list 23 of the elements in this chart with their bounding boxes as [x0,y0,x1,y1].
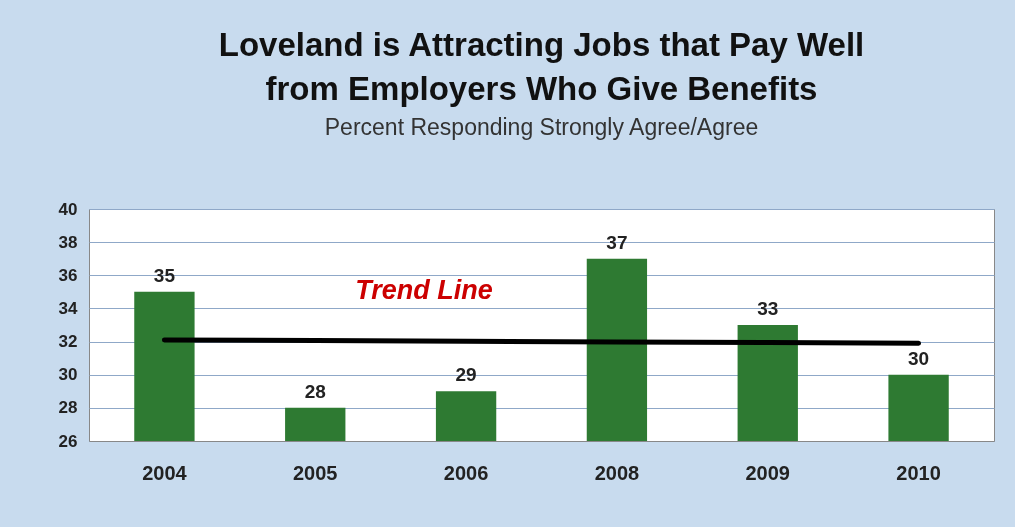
y-tick-label: 32 [58,332,78,352]
data-label: 33 [757,298,779,319]
y-tick-label: 34 [58,298,79,318]
data-label: 37 [606,231,628,253]
x-tick-label: 2005 [293,461,338,484]
x-tick-label: 2006 [443,461,489,484]
chart-subtitle: Percent Responding Strongly Agree/Agree [324,114,759,140]
data-label: 35 [153,264,176,286]
y-tick-label: 36 [58,265,78,285]
x-tick-label: 2010 [896,461,941,484]
y-tick-label: 28 [58,398,78,418]
y-tick-label: 40 [58,199,78,219]
x-tick-label: 2009 [745,461,790,484]
x-tick-label: 2004 [142,461,188,484]
annotation: Trend Line [355,275,493,305]
data-label: 29 [455,364,477,386]
data-label: 30 [908,347,930,369]
y-tick-label: 26 [58,431,78,451]
y-tick-label: 30 [58,365,78,385]
y-tick-label: 38 [58,232,78,252]
data-label: 28 [304,380,326,402]
x-tick-label: 2008 [594,461,640,484]
chart-title: Loveland is Attracting Jobs that Pay Well from Employers Who Give Benefits [218,26,865,107]
